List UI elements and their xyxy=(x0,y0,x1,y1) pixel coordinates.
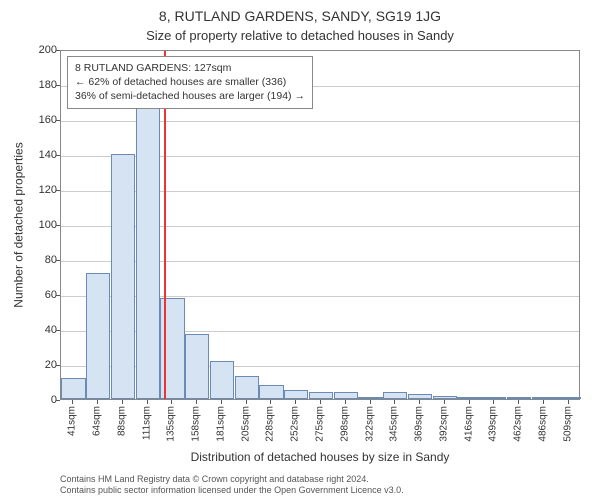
x-tick-mark xyxy=(493,400,494,404)
x-tick-label: 41sqm xyxy=(67,406,78,436)
x-tick-mark xyxy=(320,400,321,404)
bar xyxy=(61,378,85,399)
annotation-line3: 36% of semi-detached houses are larger (… xyxy=(75,89,305,103)
bar xyxy=(507,397,531,399)
annotation-box: 8 RUTLAND GARDENS: 127sqm ← 62% of detac… xyxy=(67,56,313,109)
y-tick-label: 80 xyxy=(17,254,57,266)
bar xyxy=(259,385,283,399)
bar xyxy=(136,74,160,400)
x-tick-label: 111sqm xyxy=(141,406,152,440)
x-tick-label: 252sqm xyxy=(290,406,301,442)
x-tick-label: 88sqm xyxy=(116,406,127,436)
x-tick-mark xyxy=(72,400,73,404)
bar xyxy=(358,397,382,399)
x-tick-mark xyxy=(370,400,371,404)
x-tick-mark xyxy=(345,400,346,404)
x-tick-label: 416sqm xyxy=(463,406,474,442)
bar xyxy=(532,397,556,399)
x-tick-mark xyxy=(394,400,395,404)
footer-line2: Contains public sector information licen… xyxy=(60,485,580,496)
y-tick-label: 120 xyxy=(17,184,57,196)
x-tick-label: 462sqm xyxy=(513,406,524,442)
y-tick-label: 40 xyxy=(17,324,57,336)
bar xyxy=(457,397,481,399)
x-tick-mark xyxy=(270,400,271,404)
x-tick-mark xyxy=(419,400,420,404)
footer-attribution: Contains HM Land Registry data © Crown c… xyxy=(60,474,580,497)
x-tick-label: 509sqm xyxy=(562,406,573,442)
chart-container: 8, RUTLAND GARDENS, SANDY, SG19 1JG Size… xyxy=(0,0,600,500)
x-tick-mark xyxy=(543,400,544,404)
bar xyxy=(111,154,135,399)
bar xyxy=(556,397,580,399)
x-tick-label: 298sqm xyxy=(339,406,350,442)
x-tick-label: 486sqm xyxy=(537,406,548,442)
bar xyxy=(309,392,333,399)
x-tick-label: 205sqm xyxy=(240,406,251,442)
bar xyxy=(482,397,506,399)
annotation-line2: ← 62% of detached houses are smaller (33… xyxy=(75,75,305,89)
x-tick-label: 322sqm xyxy=(364,406,375,442)
x-tick-mark xyxy=(295,400,296,404)
x-tick-label: 275sqm xyxy=(315,406,326,442)
x-tick-mark xyxy=(122,400,123,404)
y-tick-label: 100 xyxy=(17,219,57,231)
x-tick-mark xyxy=(221,400,222,404)
x-tick-mark xyxy=(171,400,172,404)
x-axis-label: Distribution of detached houses by size … xyxy=(60,450,580,464)
bar xyxy=(334,392,358,399)
bar xyxy=(284,390,308,399)
x-tick-mark xyxy=(147,400,148,404)
x-tick-mark xyxy=(97,400,98,404)
x-tick-mark xyxy=(518,400,519,404)
y-tick-label: 20 xyxy=(17,359,57,371)
y-tick-label: 160 xyxy=(17,114,57,126)
x-tick-label: 439sqm xyxy=(488,406,499,442)
bar xyxy=(185,334,209,399)
x-tick-label: 64sqm xyxy=(92,406,103,436)
bar xyxy=(433,396,457,400)
y-tick-label: 140 xyxy=(17,149,57,161)
x-tick-mark xyxy=(568,400,569,404)
x-tick-mark xyxy=(469,400,470,404)
x-tick-mark xyxy=(196,400,197,404)
chart-title-main: 8, RUTLAND GARDENS, SANDY, SG19 1JG xyxy=(0,8,600,24)
x-tick-label: 181sqm xyxy=(215,406,226,442)
y-tick-label: 0 xyxy=(17,394,57,406)
y-tick-label: 200 xyxy=(17,44,57,56)
x-tick-mark xyxy=(444,400,445,404)
footer-line1: Contains HM Land Registry data © Crown c… xyxy=(60,474,580,485)
annotation-line1: 8 RUTLAND GARDENS: 127sqm xyxy=(75,61,305,75)
x-tick-label: 158sqm xyxy=(191,406,202,442)
bar xyxy=(408,394,432,399)
bar xyxy=(235,376,259,399)
x-tick-label: 228sqm xyxy=(265,406,276,442)
y-tick-label: 60 xyxy=(17,289,57,301)
chart-title-sub: Size of property relative to detached ho… xyxy=(0,28,600,43)
x-tick-label: 345sqm xyxy=(389,406,400,442)
chart-plot-area: 8 RUTLAND GARDENS: 127sqm ← 62% of detac… xyxy=(60,50,580,400)
x-tick-label: 369sqm xyxy=(414,406,425,442)
bar xyxy=(210,361,234,400)
x-tick-label: 135sqm xyxy=(166,406,177,442)
y-tick-mark xyxy=(56,400,60,401)
x-tick-label: 392sqm xyxy=(438,406,449,442)
x-tick-mark xyxy=(246,400,247,404)
bar xyxy=(383,392,407,399)
bar xyxy=(86,273,110,399)
y-tick-label: 180 xyxy=(17,79,57,91)
